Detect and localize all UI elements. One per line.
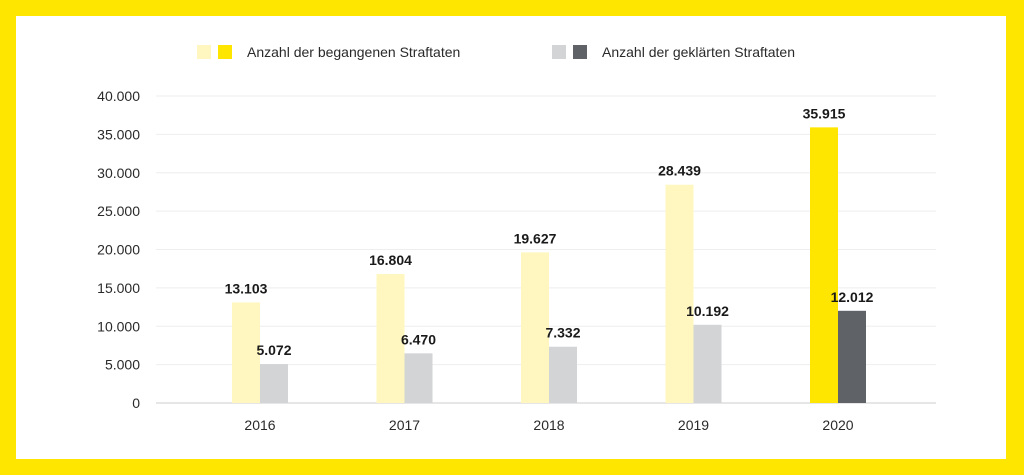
- x-tick-label: 2020: [822, 417, 853, 433]
- bar-begangen-2019: [665, 184, 694, 403]
- x-tick-label: 2016: [244, 417, 275, 433]
- data-label: 35.915: [803, 105, 846, 121]
- x-tick-label: 2017: [389, 417, 420, 433]
- y-tick-label: 25.000: [97, 203, 140, 219]
- bar-chart: 0 5.000 10.000 15.000 20.000 25.000 30.000 35.0…: [97, 44, 936, 433]
- data-label: 6.470: [401, 331, 436, 347]
- x-tick-label: 2019: [678, 417, 709, 433]
- y-tick-label: 0: [132, 395, 140, 411]
- y-tick-label: 20.000: [97, 242, 140, 258]
- bar-begangen-2016: [232, 302, 260, 403]
- x-tick-label: 2018: [533, 417, 564, 433]
- y-tick-label: 40.000: [97, 88, 140, 104]
- data-label: 13.103: [225, 280, 268, 296]
- bar-begangen-2017: [376, 274, 405, 403]
- y-tick-label: 10.000: [97, 318, 140, 334]
- y-tick-label: 15.000: [97, 280, 140, 296]
- chart-panel: 0 5.000 10.000 15.000 20.000 25.000 30.000 35.0…: [16, 16, 1006, 459]
- legend-swatch-dark: [218, 45, 232, 59]
- data-label: 7.332: [545, 325, 580, 341]
- legend-swatch-dark: [573, 45, 587, 59]
- data-label: 5.072: [256, 342, 291, 358]
- bar-geklaert-2017: [404, 353, 433, 403]
- data-label: 19.627: [514, 230, 557, 246]
- data-label: 16.804: [369, 252, 412, 268]
- bar-begangen-2018: [521, 252, 549, 403]
- legend-swatch-light: [197, 45, 211, 59]
- bar-geklaert-2020: [838, 310, 866, 403]
- data-label: 28.439: [658, 163, 701, 179]
- y-tick-label: 5.000: [105, 357, 140, 373]
- y-tick-label: 35.000: [97, 126, 140, 142]
- legend-swatch-light: [552, 45, 566, 59]
- bar-geklaert-2016: [260, 364, 288, 403]
- data-label: 10.192: [686, 303, 729, 319]
- bar-geklaert-2018: [549, 346, 577, 403]
- y-tick-label: 30.000: [97, 165, 140, 181]
- data-label: 12.012: [831, 289, 874, 305]
- legend-label: Anzahl der geklärten Straftaten: [602, 44, 795, 60]
- bar-begangen-2020: [810, 127, 838, 404]
- legend-label: Anzahl der begangenen Straftaten: [247, 44, 460, 60]
- bar-geklaert-2019: [693, 324, 722, 403]
